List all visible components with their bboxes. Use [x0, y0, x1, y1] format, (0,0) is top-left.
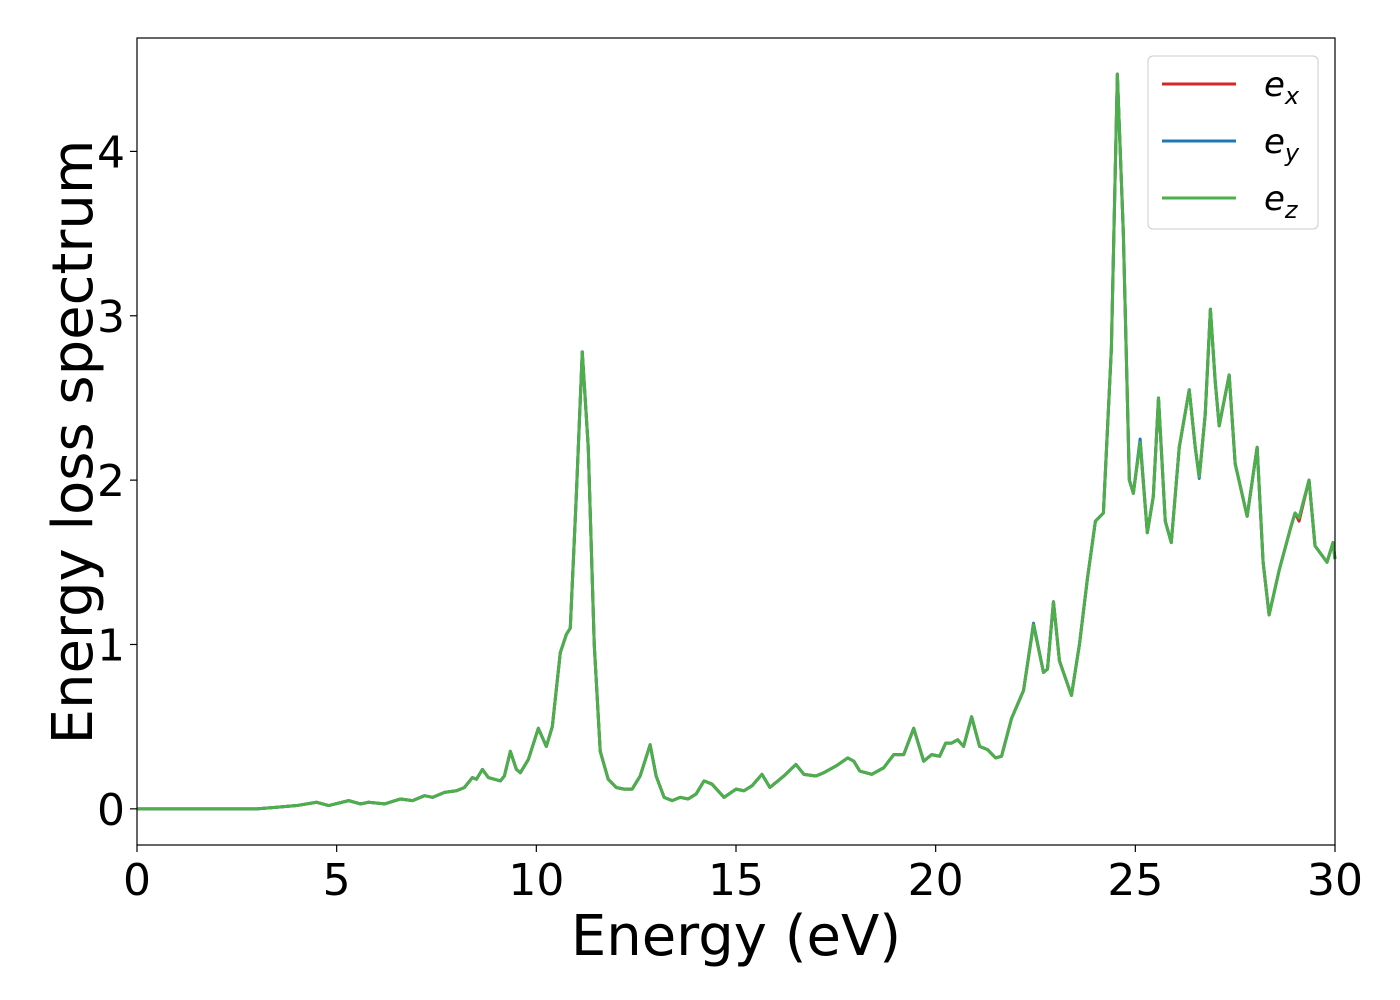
x-tick-label: 5 — [323, 855, 351, 906]
x-tick-label: 15 — [708, 855, 764, 906]
y-tick-label: 2 — [97, 456, 125, 507]
y-tick-label: 3 — [97, 292, 125, 343]
legend-label: ey — [1264, 122, 1300, 167]
plot-area — [137, 72, 1337, 811]
x-tick-label: 0 — [123, 855, 151, 906]
y-tick-label: 0 — [97, 785, 125, 836]
legend: ex ey ez — [1147, 55, 1319, 230]
y-tick-label: 1 — [97, 620, 125, 671]
data-line — [137, 72, 1337, 811]
x-tick-label: 10 — [508, 855, 564, 906]
x-tick-label: 30 — [1307, 855, 1363, 906]
y-axis-label: Energy loss spectrum — [41, 140, 106, 745]
x-axis-label: Energy (eV) — [571, 904, 901, 969]
x-tick-label: 20 — [908, 855, 964, 906]
y-tick-label: 4 — [97, 127, 125, 178]
legend-label: ex — [1264, 65, 1300, 110]
legend-label: ez — [1264, 179, 1299, 224]
x-tick-label: 25 — [1107, 855, 1163, 906]
